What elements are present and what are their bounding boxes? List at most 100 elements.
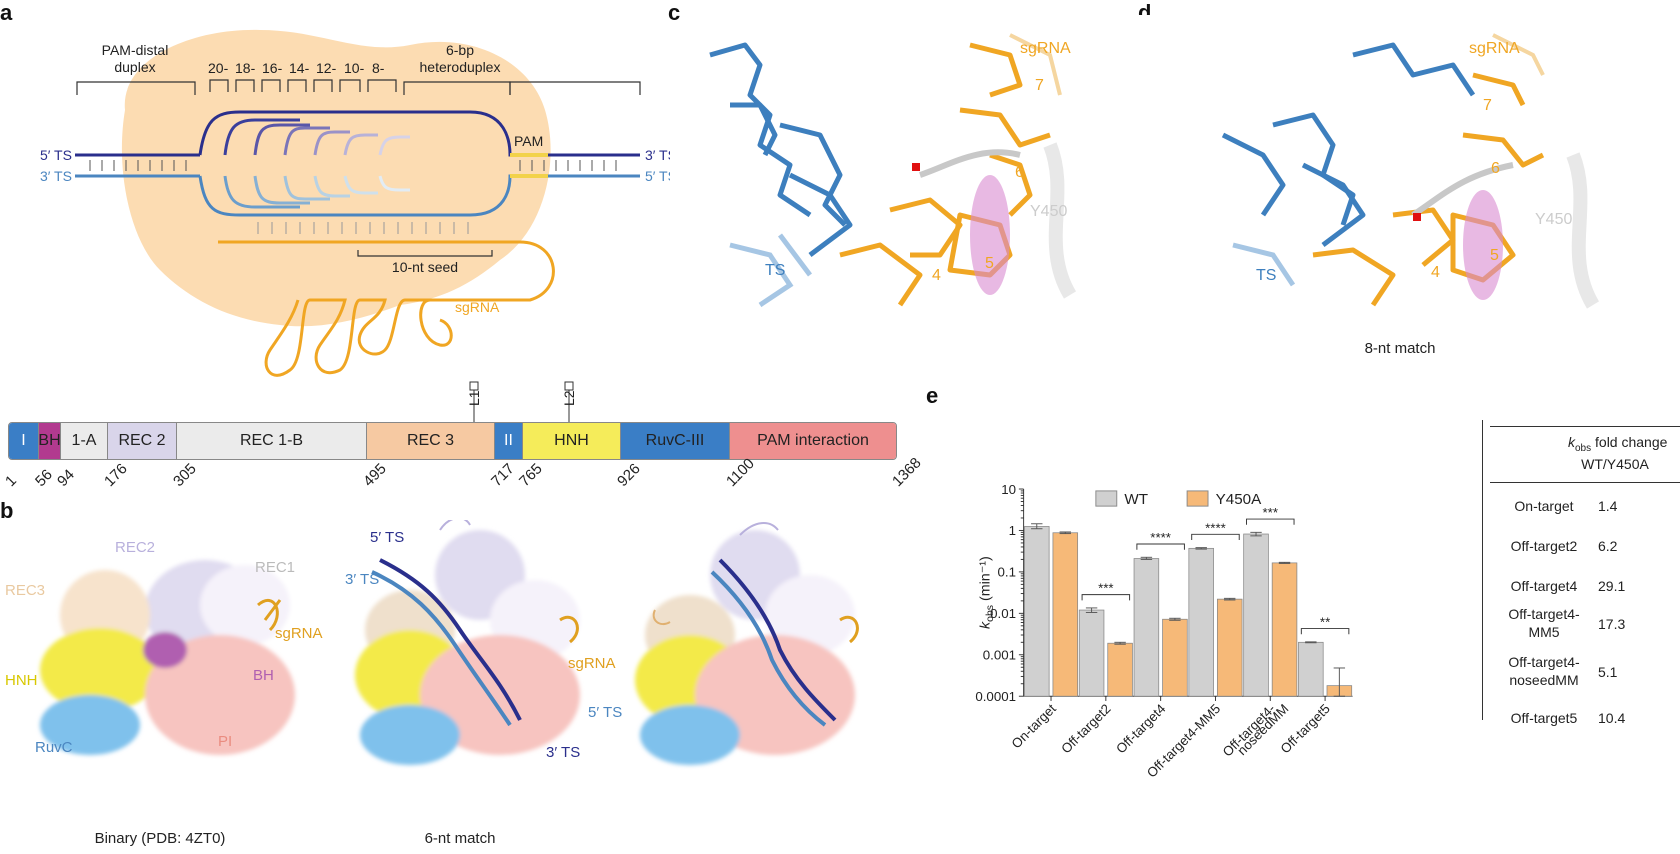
bar-wt <box>1024 526 1050 697</box>
bracket-number: 16- <box>262 60 283 76</box>
table-row-value: 17.3 <box>1598 616 1626 632</box>
table-row-name: Off-target4 <box>1510 578 1578 594</box>
nt5-label-c: 5 <box>985 255 994 272</box>
table-left-rule <box>1482 420 1483 720</box>
bar-wt <box>1298 641 1324 697</box>
nt4-label-d: 4 <box>1431 264 1440 281</box>
bracket-number: 20- <box>208 60 229 76</box>
domain-label: II <box>504 432 513 449</box>
domain-label: REC 3 <box>406 432 455 449</box>
fold-change-table: kobs fold change WT/Y450A On-target 1.4 Of… <box>1490 420 1680 740</box>
bar-wt <box>1188 547 1214 697</box>
rotated-structure <box>635 530 855 765</box>
panel-letter-c: c <box>668 0 681 25</box>
linker-label: L2 <box>561 390 577 406</box>
top-brackets <box>76 79 641 95</box>
seed-label: 10-nt seed <box>392 259 458 275</box>
y-tick-label: 0.0001 <box>975 689 1016 704</box>
domain-label: REC 2 <box>118 432 166 449</box>
y-axis-label-unit: (min⁻¹) <box>977 556 993 605</box>
domain-segment: II <box>495 423 523 459</box>
significance-label: *** <box>1263 505 1279 520</box>
y-tick-label: 10 <box>1001 482 1016 497</box>
bar-y450a <box>1271 562 1298 697</box>
table-header-line2: WT/Y450A <box>1581 456 1649 472</box>
ruvc-label: RuvC <box>35 739 73 756</box>
ts5-label-b: 5′ TS <box>370 529 404 546</box>
domain-label: RuvC-III <box>645 432 705 449</box>
y-axis-label: kobs (min⁻¹) <box>977 556 996 629</box>
table-header-rule <box>1490 482 1680 483</box>
bracket-number: 14- <box>289 60 310 76</box>
position-label: 1 <box>2 472 20 491</box>
kobs-bar-chart: 10 1 0.1 0.01 0.001 0.0001 kobs (min⁻¹) On-targ… <box>975 482 1353 780</box>
legend-swatch <box>1186 490 1209 507</box>
linker-marks: L1 L2 <box>466 381 577 422</box>
pi-label: PI <box>218 733 232 750</box>
bracket-numbers: 20- 18- 16- 14- 12- 10- 8- <box>208 60 385 76</box>
domain-label: PAM interaction <box>757 432 869 449</box>
cas9-schematic: PAM-distal duplex 6-bp heteroduplex 20- … <box>40 29 670 377</box>
ts3b-label-b: 3′ TS <box>546 744 580 761</box>
six-nt-structure <box>355 530 580 765</box>
table-row-name: Off-target4- <box>1508 606 1580 622</box>
y-tick-label: 1 <box>1009 523 1016 538</box>
position-label: 176 <box>101 460 131 491</box>
ts3-right-label: 3′ TS <box>645 147 670 163</box>
hnh-label: HNH <box>5 672 38 689</box>
ts3-left-label: 3′ TS <box>40 168 72 184</box>
table-header-sub: obs <box>1575 442 1592 454</box>
position-label: 56 <box>32 466 56 491</box>
pam-distal-label: PAM-distal <box>102 42 169 58</box>
structure-c: sgRNA 7 6 5 4 Y450 TS <box>690 15 1190 318</box>
caption-six-nt: 6-nt match <box>424 830 496 847</box>
position-label: 765 <box>516 460 546 491</box>
domain-segment: I <box>9 423 39 459</box>
caption-binary: Binary (PDB: 4ZT0) <box>94 830 226 847</box>
domain-label: BH <box>38 432 61 449</box>
ts5-left-label: 5′ TS <box>40 147 72 163</box>
sgrna-strand <box>218 240 555 377</box>
domain-segment: PAM interaction <box>730 423 896 459</box>
duplex-label: duplex <box>114 59 155 75</box>
heteroduplex-label: heteroduplex <box>420 59 501 75</box>
position-label: 305 <box>170 460 200 491</box>
sgrna-label-b: sgRNA <box>275 625 323 642</box>
domain-segment: RuvC-III <box>621 423 730 459</box>
table-row-value: 6.2 <box>1598 538 1618 554</box>
bracket-number: 10- <box>344 60 365 76</box>
y-tick-label: 0.1 <box>998 565 1017 580</box>
nt5-label-d: 5 <box>1490 247 1499 264</box>
significance-label: ** <box>1320 615 1330 630</box>
bar-y450a <box>1162 618 1188 697</box>
ts5-right-label: 5′ TS <box>645 168 670 184</box>
position-label: 717 <box>488 460 518 491</box>
bracket-number: 12- <box>316 60 337 76</box>
domain-label: HNH <box>554 432 589 449</box>
table-row-value: 10.4 <box>1598 710 1626 726</box>
nt7-label-c: 7 <box>1035 77 1044 94</box>
y-axis-label-sub: obs <box>985 605 996 622</box>
domain-map-bar: I BH 1-A REC 2 REC 1-B REC 3 II HNH RuvC… <box>8 422 897 460</box>
position-label: 1100 <box>723 455 758 491</box>
y-tick-label: 0.01 <box>990 606 1016 621</box>
structure-d: sgRNA 7 6 5 4 Y450 TS <box>1213 15 1680 318</box>
rec3-label: REC3 <box>5 582 45 599</box>
bar-y450a <box>1107 642 1133 697</box>
caption-eight-nt: 8-nt match <box>1364 340 1436 357</box>
ts-label-c: TS <box>765 262 785 279</box>
domain-label: 1-A <box>71 432 97 449</box>
significance-label: **** <box>1150 530 1171 545</box>
linker-label: L1 <box>466 390 482 406</box>
domain-label: I <box>21 432 26 449</box>
table-row-value: 5.1 <box>1598 664 1618 680</box>
sgrna-label-d: sgRNA <box>1469 40 1520 57</box>
bh-label: BH <box>253 667 274 684</box>
table-row-value: 29.1 <box>1598 578 1626 594</box>
domain-segment: REC 3 <box>367 423 495 459</box>
domain-segment: REC 2 <box>108 423 177 459</box>
nt6-label-c: 6 <box>1015 164 1024 181</box>
table-header-rest: fold change <box>1591 434 1668 450</box>
table-row-value: 1.4 <box>1598 498 1618 514</box>
bar-wt <box>1243 533 1269 697</box>
